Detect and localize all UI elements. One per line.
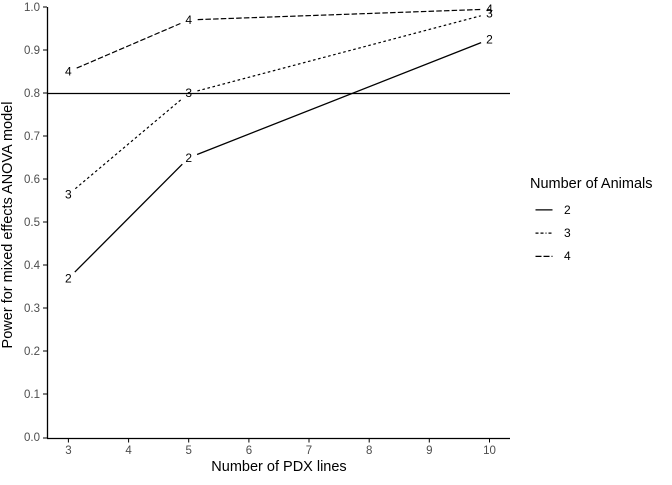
svg-text:7: 7 [306,445,312,457]
svg-text:2: 2 [564,203,571,217]
svg-text:4: 4 [65,65,72,79]
svg-text:9: 9 [426,445,432,457]
svg-text:10: 10 [483,445,496,457]
svg-text:3: 3 [65,445,71,457]
svg-text:8: 8 [366,445,372,457]
svg-text:0.4: 0.4 [24,260,41,272]
svg-text:1.0: 1.0 [24,2,40,14]
svg-text:0.0: 0.0 [24,432,40,444]
svg-text:4: 4 [564,249,571,263]
svg-text:6: 6 [246,445,252,457]
svg-text:2: 2 [486,32,493,46]
svg-text:0.7: 0.7 [24,131,40,143]
svg-text:0.2: 0.2 [24,346,40,358]
svg-text:0.8: 0.8 [24,88,40,100]
svg-text:3: 3 [564,226,571,240]
svg-text:3: 3 [185,86,192,100]
svg-text:0.6: 0.6 [24,174,40,186]
svg-text:2: 2 [65,272,72,286]
svg-text:0.1: 0.1 [24,389,40,401]
svg-text:0.9: 0.9 [24,45,40,57]
svg-text:3: 3 [65,188,72,202]
svg-text:4: 4 [185,13,192,27]
svg-text:5: 5 [185,445,191,457]
svg-text:0.3: 0.3 [24,303,40,315]
svg-text:2: 2 [185,151,192,165]
svg-text:0.5: 0.5 [24,217,40,229]
svg-text:Number of Animals: Number of Animals [530,176,653,192]
svg-text:Power for mixed effects ANOVA: Power for mixed effects ANOVA model [0,102,16,349]
svg-text:4: 4 [125,445,132,457]
svg-text:Number of PDX lines: Number of PDX lines [211,459,346,475]
svg-text:3: 3 [486,7,493,21]
